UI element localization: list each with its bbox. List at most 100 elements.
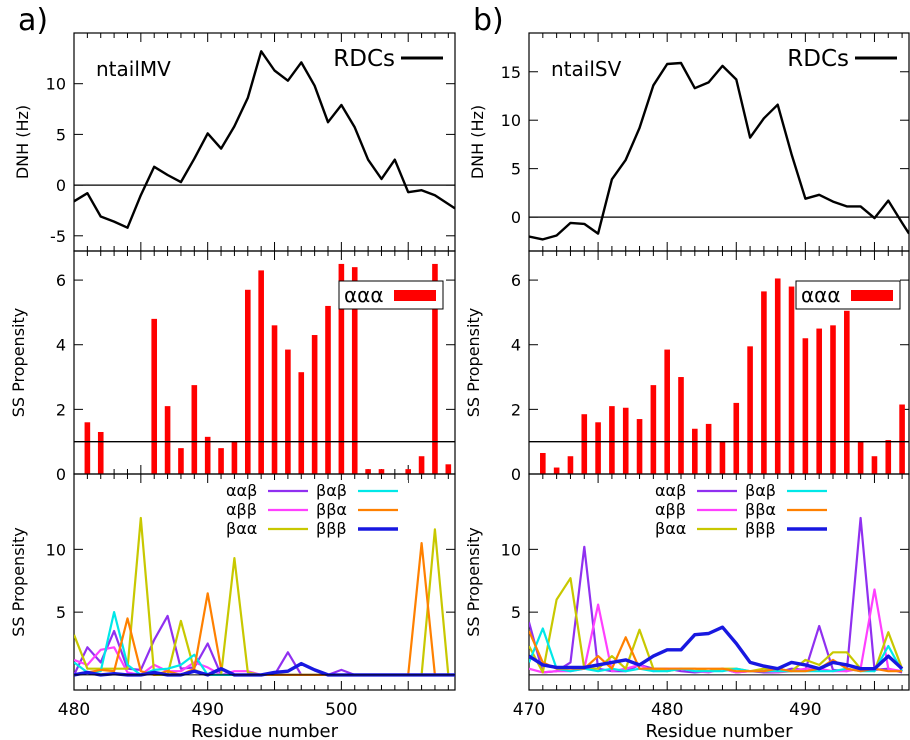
panel-a-ss1-bar [325,305,331,474]
panel-b-ss1-bar [692,428,698,474]
panel-a-ss1-bar [258,270,264,474]
panel-a-ss1-bar [418,456,425,474]
panel-a-ss1-bar [191,385,198,474]
panel-b-ss1-bar [761,291,767,474]
panel-a-ss1-bar [271,325,278,474]
panel-b-ss2-data [529,516,909,676]
panel-a-ss1-bar [97,431,104,474]
panel-b-ss1-bar [636,419,643,474]
panel-b-ss1-bar [830,325,836,474]
panel-a-ss1-ytick-label: 2 [56,400,66,419]
panel-a-ss1-ytick-label: 0 [56,465,66,484]
panel-a-ss1-bar [338,263,345,474]
panel-a-rdc-ytick-label: 5 [56,125,66,144]
panel-a-rdc-ylabel: DNH (Hz) [13,105,32,179]
panel-b-rdc-data [529,61,909,241]
panel-a-ss1-bar [151,318,158,474]
panel-a-ss2-legend-label-1: αββ [226,500,257,519]
panel-b-ss2-legend-label-5: βββ [745,519,776,538]
panel-b-ss1-bar [844,310,850,474]
panel-a-ss1-bar [298,372,305,474]
panel-a-rdc: -5 0 5 10 DNH (Hz) ntailMV RDCs [13,32,456,252]
panel-b-rdc-ylabel: DNH (Hz) [468,105,487,179]
panel-b-ss1-bar [733,402,740,474]
panel-a-xtick-label: 480 [58,700,90,720]
panel-b-ss1-ytick-label: 4 [511,336,521,355]
panel-a-ss1-data [74,263,465,474]
panel-b-ss1-bar [705,423,712,474]
panel-a-ss2-legend-label-2: βαα [226,519,257,538]
panel-b-ss2-ytick-label: 5 [511,603,521,622]
panel-b-ss1-legend-swatch [851,290,893,301]
panel-b-ss2-legend-label-1: αββ [655,500,686,519]
panel-a-xlabel: Residue number [191,721,339,740]
panel-b-rdc-ytick-label: 15 [501,63,521,82]
panel-a-ss1-bar [365,469,371,474]
panel-b-ss2-frame [528,473,910,691]
panel-b-ss1-bar [581,414,588,474]
panel-a-ss1-ylabel: SS Propensity [9,308,28,417]
panel-a-rdc-ytick-label: 10 [46,75,66,94]
panel-a-ss1-ytick-label: 6 [56,271,66,290]
panel-a-ss1-ytick-label: 4 [56,336,66,355]
panel-a-ss2-ytick-label: 5 [56,603,66,622]
panel-b-ss2-legend-label-2: βαα [655,519,686,538]
panel-b-ss1-bar [816,328,822,474]
panel-b-ss1: 0 2 4 6 SS Propensity ααα [464,250,910,484]
panel-b-ss1-ytick-label: 6 [511,271,521,290]
panel-a-ss1-bar [459,468,465,474]
panel-b-xtick-label: 470 [513,700,545,720]
panel-b-ss2-series-5 [529,625,904,671]
panel-a-ss2-series-1 [74,646,455,677]
panel-b-ss2-legend-label-0: ααβ [655,481,686,500]
panel-b-ss1-bar [567,456,574,474]
panel-b-rdc: 0 5 10 15 DNH (Hz) ntailSV RDCs [468,32,910,252]
panel-b-ss1-legend-label: ααα [801,283,841,307]
panel-a-label: ntailMV [96,57,171,81]
panel-a-ss1-bar [311,335,318,474]
panel-b-xtick-label: 490 [789,700,821,720]
panel-b-ss1-bar [553,467,560,474]
panel-b-xlabel: Residue number [645,721,793,740]
panel-b-letter: b) [473,3,504,38]
panel-a-ss1-bar [244,289,251,474]
panel-a-rdc-ytick-label: 0 [56,176,66,195]
panel-a-ss2-legend-label-4: ββα [316,500,347,519]
panel-b-ss1-bar [664,349,670,474]
panel-b-ss1-ytick-label: 0 [511,465,521,484]
panel-b-ss2-legend-label-4: ββα [745,500,776,519]
panel-b-ss1-bar [802,338,809,474]
panel-b-ss1-bar [719,441,726,474]
panel-b-xtick-label: 480 [651,700,683,720]
panel-a-ss2-legend-label-0: ααβ [226,481,257,500]
panel-a-ss1-legend-swatch [394,290,436,301]
panel-b-ss1-bar [774,278,781,474]
panel-a-ss2-data [74,516,455,677]
panel-a-xtick-label: 490 [191,700,223,720]
panel-b-ss1-bar [540,452,546,474]
panel-a-ss1-bar [204,436,211,474]
panel-a-letter: a) [18,3,48,38]
panel-a-ss2-frame [73,473,456,691]
panel-b-ss1-bar [595,422,601,474]
panel-a-ss1-bar [351,267,358,474]
panel-b-ss1-bar [857,441,864,474]
panel-a-ss1-bar [164,406,171,474]
panel-b-rdc-ytick-label: 0 [511,208,521,227]
panel-b-rdc-line [529,61,909,241]
panel-b-rdc-ytick-label: 10 [501,111,521,130]
panel-b: b) 0 5 10 15 DNH (Hz) ntailSV RDCs 0 2 4 6 SS Propen… [464,3,910,740]
panel-a-ss1-bar [405,469,412,474]
panel-b-ss1-data [529,278,909,474]
panel-a-ss1-bar [378,469,385,474]
panel-b-ss1-ylabel: SS Propensity [464,308,483,417]
panel-b-rdc-legend-label: RDCs [787,46,849,72]
panel-b-ss1-bar [899,404,905,474]
panel-a: a) -5 0 5 10 DNH (Hz) ntailMV RDCs 0 2 4 6 SS Propen… [9,3,465,740]
panel-a-rdc-legend-label: RDCs [333,46,395,72]
panel-a-ss1-bar [218,448,224,474]
panel-a-ss2-legend-label-3: βαβ [316,481,347,500]
